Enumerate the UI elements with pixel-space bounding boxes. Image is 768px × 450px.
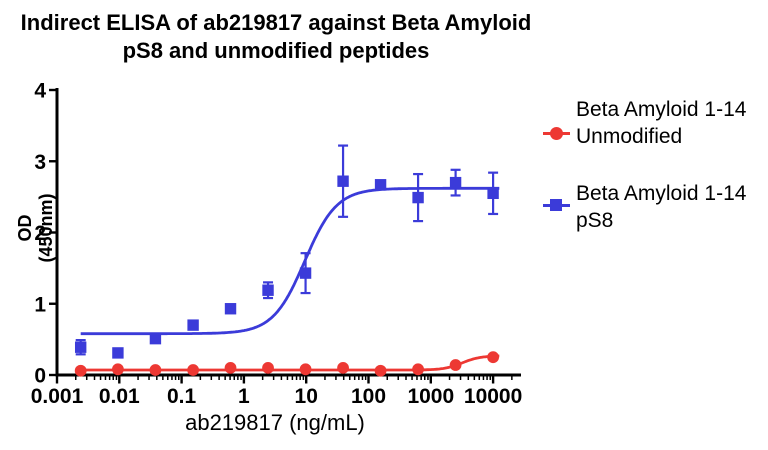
data-point-square <box>187 319 199 331</box>
x-tick-label: 10000 <box>464 385 522 408</box>
x-tick-label: 1000 <box>407 385 454 408</box>
legend-item-ps8: Beta Amyloid 1-14 pS8 <box>576 180 746 234</box>
y-tick-label: 3 <box>34 151 46 174</box>
x-tick-label: 0.01 <box>99 385 140 408</box>
x-tick-label: 0.1 <box>167 385 197 408</box>
data-point-circle <box>449 359 462 371</box>
data-point-square <box>487 187 499 200</box>
y-tick-label: 2 <box>34 222 46 245</box>
x-tick-label: 10 <box>295 385 318 408</box>
data-point-square <box>412 191 424 204</box>
ps8-marker-square-icon <box>550 199 562 211</box>
data-point-circle <box>412 363 424 376</box>
data-point-circle <box>112 363 124 376</box>
data-point-circle <box>337 361 349 374</box>
chart-title-line2: pS8 and unmodified peptides <box>122 38 430 63</box>
data-point-circle <box>299 363 312 376</box>
legend-ps8-line2: pS8 <box>576 209 614 232</box>
y-tick-label: 1 <box>34 293 46 316</box>
chart-title: Indirect ELISA of ab219817 against Beta … <box>0 9 552 65</box>
x-tick-label: 100 <box>351 385 386 408</box>
data-point-square <box>149 332 162 345</box>
data-point-square <box>224 303 237 315</box>
data-point-square <box>449 176 462 189</box>
chart-title-line1: Indirect ELISA of ab219817 against Beta … <box>20 10 532 35</box>
data-point-circle <box>224 361 237 374</box>
data-point-circle <box>262 361 274 374</box>
data-point-square <box>74 341 87 353</box>
data-point-square <box>374 179 387 191</box>
y-tick-label: 0 <box>34 365 46 388</box>
data-point-square <box>262 284 274 296</box>
legend-item-unmodified: Beta Amyloid 1-14 Unmodified <box>576 96 746 150</box>
data-point-circle <box>374 364 387 377</box>
y-axis-label: OD (450nm) <box>15 193 56 263</box>
data-point-circle <box>74 364 87 377</box>
legend-unmodified-line2: Unmodified <box>576 125 683 148</box>
fit-curve <box>80 186 500 336</box>
y-tick-label: 4 <box>34 80 46 103</box>
fit-curve <box>80 354 500 372</box>
data-point-circle <box>149 364 162 376</box>
legend-ps8-line1: Beta Amyloid 1-14 <box>576 182 747 205</box>
data-point-square <box>299 267 312 279</box>
unmodified-marker-circle-icon <box>550 127 563 140</box>
x-axis-label: ab219817 (ng/mL) <box>185 410 365 435</box>
data-point-circle <box>187 364 200 376</box>
x-tick-label: 1 <box>238 385 250 408</box>
x-tick-label: 0.001 <box>31 385 84 408</box>
data-point-square <box>112 347 124 359</box>
legend-unmodified-line1: Beta Amyloid 1-14 <box>576 98 747 121</box>
data-point-square <box>337 175 349 187</box>
data-point-circle <box>487 351 499 364</box>
